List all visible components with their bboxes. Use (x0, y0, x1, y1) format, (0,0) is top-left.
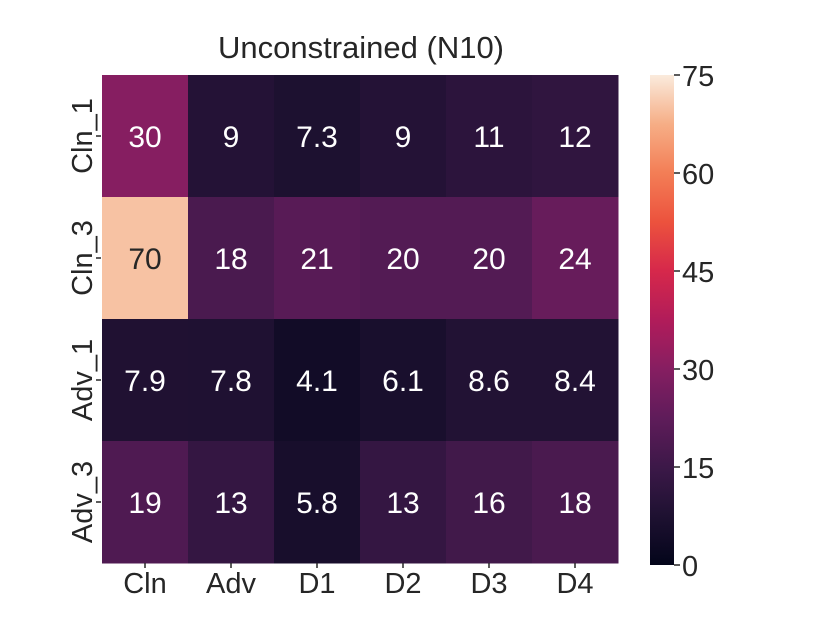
x-tick-label: D2 (384, 568, 421, 600)
x-tick-label: Cln (123, 568, 167, 600)
cell-value-label: 20 (472, 243, 505, 276)
heatmap-cell (274, 441, 361, 564)
cell-value-label: 18 (214, 243, 247, 276)
x-tick-label: D3 (470, 568, 507, 600)
y-tick-label: Adv_3 (67, 461, 99, 543)
heatmap-cell (446, 441, 533, 564)
heatmap-cell (274, 197, 361, 320)
chart-title: Unconstrained (N10) (218, 30, 504, 65)
y-tick-label: Cln_3 (67, 220, 99, 296)
heatmap-cell (360, 197, 447, 320)
cell-value-label: 9 (395, 121, 412, 154)
cell-value-label: 5.8 (296, 487, 338, 520)
cell-value-label: 4.1 (296, 365, 338, 398)
heatmap-cell (532, 197, 619, 320)
colorbar-tick-label: 75 (682, 61, 714, 93)
cell-value-label: 7.3 (296, 121, 338, 154)
heatmap-cells (102, 75, 619, 564)
heatmap-cell-labels: 30 9 7.3 9 11 12 70 18 21 20 20 24 7.9 7.8 4.1 6.1 8.6 8.… (124, 121, 596, 520)
colorbar-ticks: 0 15 30 45 60 75 (674, 61, 714, 583)
colorbar-tick-label: 30 (682, 355, 714, 387)
heatmap-cell (446, 75, 533, 198)
x-tick-label: Adv (206, 568, 256, 600)
cell-value-label: 16 (472, 487, 505, 520)
cell-value-label: 11 (473, 121, 504, 154)
colorbar-tick-label: 15 (682, 453, 714, 485)
y-tick-label: Adv_1 (67, 339, 99, 421)
colorbar-tick-label: 45 (682, 257, 714, 289)
cell-value-label: 6.1 (382, 365, 424, 398)
heatmap-cell (532, 319, 619, 442)
x-tick-label: D4 (556, 568, 593, 600)
heatmap-cell (102, 319, 189, 442)
heatmap-cell (446, 197, 533, 320)
cell-value-label: 12 (558, 121, 591, 154)
cell-value-label: 8.6 (468, 365, 510, 398)
y-axis-ticks: Cln_1 Cln_3 Adv_1 Adv_3 (67, 98, 101, 543)
cell-value-label: 13 (214, 487, 247, 520)
colorbar (650, 75, 674, 565)
cell-value-label: 21 (300, 243, 333, 276)
colorbar-tick-label: 0 (682, 551, 698, 583)
cell-value-label: 30 (128, 121, 161, 154)
heatmap-cell (446, 319, 533, 442)
heatmap-cell (532, 441, 619, 564)
heatmap-cell (188, 75, 275, 198)
heatmap-cell (360, 319, 447, 442)
cell-value-label: 8.4 (554, 365, 596, 398)
colorbar-tick-label: 60 (682, 159, 714, 191)
heatmap-cell (102, 75, 189, 198)
heatmap-cell (360, 441, 447, 564)
heatmap-cell (102, 197, 189, 320)
heatmap-cell (274, 75, 361, 198)
y-tick-label: Cln_1 (67, 98, 99, 174)
heatmap-cell (274, 319, 361, 442)
heatmap-cell (360, 75, 447, 198)
x-axis-ticks: Cln Adv D1 D2 D3 D4 (123, 563, 594, 600)
heatmap-cell (102, 441, 189, 564)
heatmap-cell (188, 319, 275, 442)
cell-value-label: 7.8 (210, 365, 252, 398)
cell-value-label: 19 (128, 487, 161, 520)
heatmap-cell (188, 197, 275, 320)
x-tick-label: D1 (298, 568, 335, 600)
cell-value-label: 24 (558, 243, 591, 276)
cell-value-label: 7.9 (124, 365, 166, 398)
heatmap-cell (532, 75, 619, 198)
cell-value-label: 20 (386, 243, 419, 276)
cell-value-label: 9 (223, 121, 240, 154)
cell-value-label: 13 (386, 487, 419, 520)
heatmap-cell (188, 441, 275, 564)
cell-value-label: 18 (558, 487, 591, 520)
cell-value-label: 70 (128, 243, 161, 276)
